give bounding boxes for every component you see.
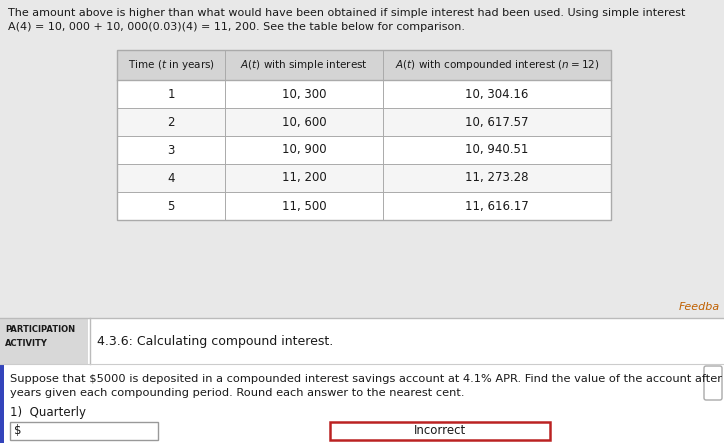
Text: $: $ xyxy=(14,424,22,438)
Text: 10, 617.57: 10, 617.57 xyxy=(466,116,529,128)
Text: 1)  Quarterly: 1) Quarterly xyxy=(10,406,86,419)
Text: 1: 1 xyxy=(167,88,174,101)
Text: years given each compounding period. Round each answer to the nearest cent.: years given each compounding period. Rou… xyxy=(10,388,465,398)
Text: 2: 2 xyxy=(167,116,174,128)
Bar xyxy=(117,50,611,80)
Text: 10, 300: 10, 300 xyxy=(282,88,327,101)
Text: $A(t)$ with compounded interest ($n = 12$): $A(t)$ with compounded interest ($n = 12… xyxy=(395,58,599,72)
Bar xyxy=(330,422,550,440)
Bar xyxy=(0,318,724,364)
Bar xyxy=(0,364,724,443)
FancyBboxPatch shape xyxy=(704,366,722,400)
Bar xyxy=(0,0,724,318)
Text: 10, 900: 10, 900 xyxy=(282,144,327,156)
Text: 10, 940.51: 10, 940.51 xyxy=(466,144,529,156)
Text: Incorrect: Incorrect xyxy=(414,424,466,438)
Bar xyxy=(0,364,4,443)
Text: Time ($t$ in years): Time ($t$ in years) xyxy=(127,58,214,72)
Text: A(4) = 10, 000 + 10, 000(0.03)(4) = 11, 200. See the table below for comparison.: A(4) = 10, 000 + 10, 000(0.03)(4) = 11, … xyxy=(8,22,465,32)
Text: Feedba: Feedba xyxy=(679,302,720,312)
Text: 11, 273.28: 11, 273.28 xyxy=(466,171,529,184)
Text: 11, 200: 11, 200 xyxy=(282,171,327,184)
Bar xyxy=(117,192,611,220)
Text: $A(t)$ with simple interest: $A(t)$ with simple interest xyxy=(240,58,368,72)
Text: 10, 600: 10, 600 xyxy=(282,116,327,128)
Text: 11, 616.17: 11, 616.17 xyxy=(465,199,529,213)
Text: 4.3.6: Calculating compound interest.: 4.3.6: Calculating compound interest. xyxy=(97,334,333,347)
Bar xyxy=(117,136,611,164)
Bar xyxy=(0,318,88,364)
Bar xyxy=(117,164,611,192)
Bar xyxy=(117,80,611,108)
Text: 11, 500: 11, 500 xyxy=(282,199,327,213)
Text: 10, 304.16: 10, 304.16 xyxy=(466,88,529,101)
Text: 4: 4 xyxy=(167,171,174,184)
Bar xyxy=(117,50,611,220)
Bar xyxy=(117,108,611,136)
Text: ACTIVITY: ACTIVITY xyxy=(5,339,48,349)
Text: Suppose that $5000 is deposited in a compounded interest savings account at 4.1%: Suppose that $5000 is deposited in a com… xyxy=(10,374,724,384)
Text: The amount above is higher than what would have been obtained if simple interest: The amount above is higher than what wou… xyxy=(8,8,686,18)
Bar xyxy=(10,422,158,440)
Text: 5: 5 xyxy=(167,199,174,213)
Text: PARTICIPATION: PARTICIPATION xyxy=(5,326,75,334)
Text: 3: 3 xyxy=(167,144,174,156)
